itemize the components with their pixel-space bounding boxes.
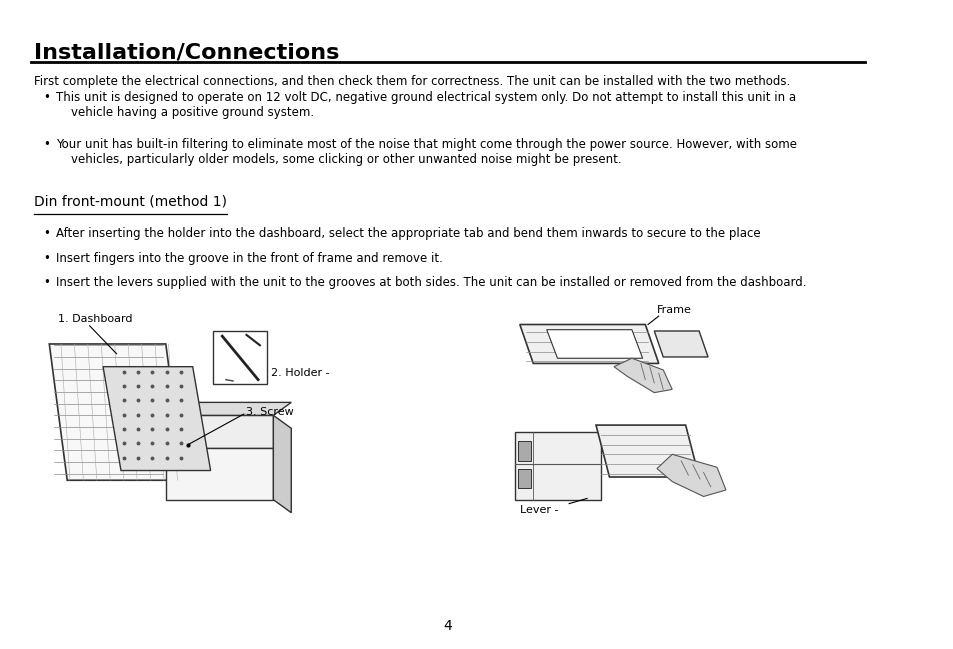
Text: •: • [43, 91, 50, 104]
Text: Din front-mount (method 1): Din front-mount (method 1) [34, 195, 227, 209]
Text: 3. Screw: 3. Screw [246, 407, 294, 417]
Text: 2. Holder -: 2. Holder - [271, 368, 329, 378]
Polygon shape [515, 432, 599, 500]
Text: Installation/Connections: Installation/Connections [34, 42, 339, 62]
Text: 1. Dashboard: 1. Dashboard [58, 315, 132, 324]
Polygon shape [213, 331, 267, 384]
Text: •: • [43, 138, 50, 151]
Text: First complete the electrical connections, and then check them for correctness. : First complete the electrical connection… [34, 75, 789, 88]
Text: 4: 4 [443, 618, 452, 633]
Polygon shape [50, 344, 184, 480]
Polygon shape [166, 415, 274, 448]
Polygon shape [166, 448, 274, 500]
Text: •: • [43, 276, 50, 289]
Polygon shape [166, 402, 291, 415]
Polygon shape [546, 330, 642, 358]
Text: Frame: Frame [657, 305, 691, 315]
Polygon shape [654, 331, 707, 357]
Text: Insert fingers into the groove in the front of frame and remove it.: Insert fingers into the groove in the fr… [56, 252, 443, 265]
Polygon shape [274, 415, 291, 513]
Text: •: • [43, 252, 50, 265]
Text: Your unit has built-in filtering to eliminate most of the noise that might come : Your unit has built-in filtering to elim… [56, 138, 797, 165]
Text: Insert the levers supplied with the unit to the grooves at both sides. The unit : Insert the levers supplied with the unit… [56, 276, 806, 289]
Polygon shape [103, 367, 211, 471]
Polygon shape [517, 469, 531, 488]
Polygon shape [596, 425, 699, 477]
Polygon shape [614, 358, 672, 393]
Text: Lever -: Lever - [519, 505, 558, 515]
Polygon shape [657, 454, 725, 496]
Polygon shape [517, 441, 531, 461]
Text: This unit is designed to operate on 12 volt DC, negative ground electrical syste: This unit is designed to operate on 12 v… [56, 91, 796, 119]
Text: After inserting the holder into the dashboard, select the appropriate tab and be: After inserting the holder into the dash… [56, 227, 760, 240]
Text: •: • [43, 227, 50, 240]
Polygon shape [519, 324, 659, 363]
